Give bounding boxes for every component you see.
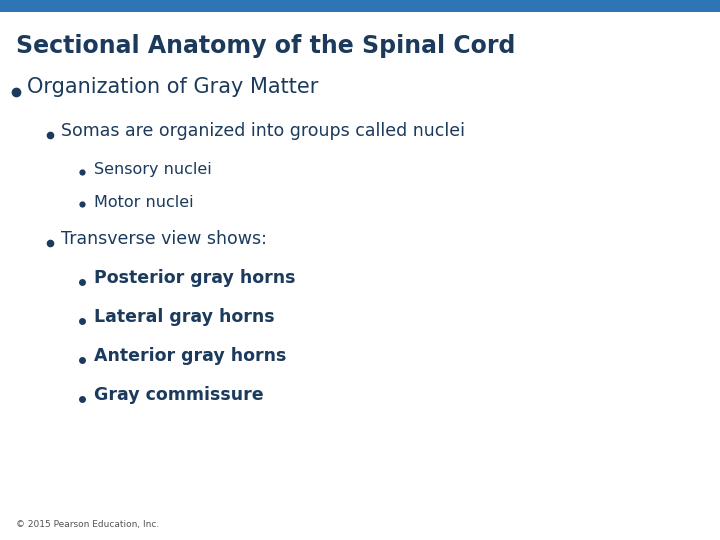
Text: © 2015 Pearson Education, Inc.: © 2015 Pearson Education, Inc. [16, 520, 159, 529]
Text: Motor nuclei: Motor nuclei [94, 194, 193, 210]
Text: Sensory nuclei: Sensory nuclei [94, 162, 212, 177]
Text: Transverse view shows:: Transverse view shows: [61, 231, 267, 248]
Text: Lateral gray horns: Lateral gray horns [94, 308, 274, 326]
Text: Organization of Gray Matter: Organization of Gray Matter [27, 77, 319, 97]
Text: Gray commissure: Gray commissure [94, 386, 264, 404]
Text: Posterior gray horns: Posterior gray horns [94, 269, 295, 287]
Text: Somas are organized into groups called nuclei: Somas are organized into groups called n… [61, 123, 465, 140]
FancyBboxPatch shape [0, 0, 720, 12]
Text: Sectional Anatomy of the Spinal Cord: Sectional Anatomy of the Spinal Cord [16, 34, 516, 58]
Text: Anterior gray horns: Anterior gray horns [94, 347, 286, 365]
